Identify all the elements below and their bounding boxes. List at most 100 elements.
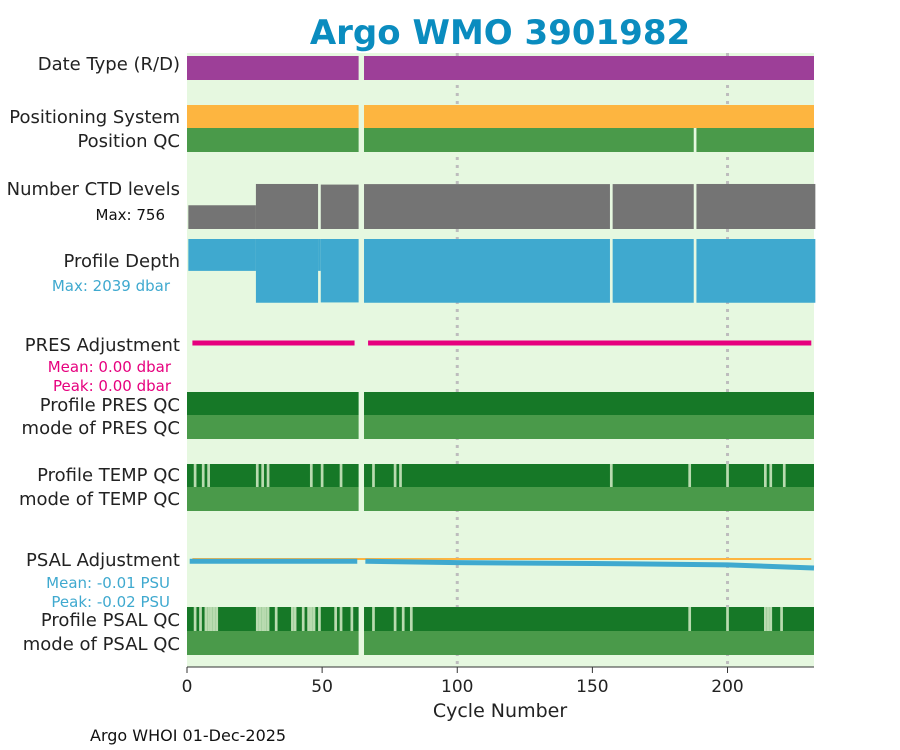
label-profile-depth: Profile Depth [63, 251, 180, 272]
profile_depth-seg-8 [696, 239, 816, 303]
profile_pres_qc-bar-1 [364, 392, 814, 415]
profile_psal_qc-flag-220 [780, 607, 783, 631]
positioning_system-bar-0 [187, 105, 359, 128]
profile_psal_qc-flag-55 [334, 607, 337, 631]
profile_temp_qc-flag-69 [372, 464, 375, 487]
profile_depth-seg-0 [188, 239, 256, 271]
profile_psal_qc-flag-77 [393, 607, 397, 631]
profile_psal_qc-flag-39 [291, 607, 294, 631]
profile_psal_qc-flag-3 [193, 607, 197, 631]
positioning_system-bar-1 [364, 105, 814, 128]
psal-adjustment-curve-1 [365, 558, 815, 571]
profile_temp_qc-bar-1 [364, 464, 814, 487]
label-mode-pres-qc: mode of PRES QC [22, 418, 180, 439]
profile_temp_qc-flag-50 [320, 464, 324, 487]
position_qc-bar-0 [187, 128, 359, 152]
profile_temp_qc-flag-77 [393, 464, 397, 487]
profile_psal_qc-flag-5 [199, 607, 202, 631]
footer-credit: Argo WHOI 01-Dec-2025 [90, 726, 286, 745]
profile_psal_qc-flag-215 [766, 607, 770, 631]
profile_psal_qc-flag-57 [339, 607, 343, 631]
profile_temp_qc-flag-28 [261, 464, 265, 487]
profile_depth-seg-3 [320, 239, 359, 303]
profile_temp_qc-flag-46 [309, 464, 313, 487]
mode_psal_qc-bar-1 [364, 631, 814, 655]
profile_temp_qc-flag-79 [399, 464, 402, 487]
profile_psal_qc-flag-28 [261, 607, 265, 631]
profile_psal_qc-flag-214 [764, 607, 767, 631]
profile_temp_qc-flag-26 [255, 464, 259, 487]
profile_psal_qc-flag-216 [769, 607, 773, 631]
profile_psal_qc-flag-47 [312, 607, 316, 631]
x-tick-label-150: 150 [576, 677, 608, 697]
profile_psal_qc-flag-43 [301, 607, 305, 631]
profile_psal_qc-flag-49 [318, 607, 321, 631]
label-mode-psal-qc: mode of PSAL QC [23, 634, 180, 655]
date_type-bar-0 [187, 56, 359, 80]
profile_psal_qc-flag-9 [209, 607, 213, 631]
profile_psal_qc-flag-80 [401, 607, 405, 631]
profile_temp_qc-flag-200 [726, 464, 729, 487]
date_type-bar-1 [364, 56, 814, 80]
profile_temp_qc-flag-216 [769, 464, 773, 487]
profile_psal_qc-flag-30 [266, 607, 270, 631]
profile_psal_qc-flag-10 [212, 607, 216, 631]
x-axis-label: Cycle Number [433, 700, 567, 722]
x-tick-label-200: 200 [711, 677, 743, 697]
profile_depth-seg-1 [255, 239, 319, 303]
profile_psal_qc-flag-7 [204, 607, 208, 631]
ctd_levels-seg-1 [255, 183, 319, 229]
label-position-qc: Position QC [77, 131, 180, 152]
profile_psal_qc-flag-27 [258, 607, 262, 631]
label-positioning-system: Positioning System [9, 107, 180, 128]
profile_psal_qc-flag-186 [688, 607, 692, 631]
profile_pres_qc-bar-0 [187, 392, 359, 415]
mode_pres_qc-bar-1 [364, 415, 814, 439]
mode_pres_qc-bar-0 [187, 415, 359, 439]
x-tick-label-100: 100 [441, 677, 473, 697]
x-tick-label-50: 50 [311, 677, 333, 697]
ctd_levels-seg-3 [320, 184, 359, 229]
label-mode-temp-qc: mode of TEMP QC [19, 489, 180, 510]
x-axis: 0 50 100 150 200 [182, 666, 814, 697]
x-tick-label-0: 0 [182, 677, 193, 697]
profile_psal_qc-flag-61 [350, 607, 354, 631]
label-psal-adjustment: PSAL Adjustment [26, 550, 180, 571]
label-date-type: Date Type (R/D) [38, 54, 180, 75]
profile_temp_qc-flag-3 [193, 464, 197, 487]
label-profile-pres-qc: Profile PRES QC [40, 395, 180, 416]
profile_temp_qc-flag-57 [339, 464, 343, 487]
profile_psal_qc-bar-1 [364, 607, 814, 631]
position_qc-bar-1 [364, 128, 694, 152]
profile_temp_qc-flag-157 [609, 464, 613, 487]
data-bars [187, 56, 816, 655]
profile_temp_qc-flag-30 [266, 464, 270, 487]
profile_psal_qc-flag-29 [264, 607, 267, 631]
profile_depth-seg-2 [318, 239, 321, 271]
label-profile-temp-qc: Profile TEMP QC [37, 465, 180, 486]
profile_depth-seg-4 [364, 239, 610, 303]
mode_temp_qc-bar-1 [364, 487, 814, 511]
pres-adjustment-mean: Mean: 0.00 dbar [48, 358, 172, 376]
profile_temp_qc-flag-186 [688, 464, 692, 487]
profile_temp_qc-flag-6 [201, 464, 205, 487]
pres-adjustment-peak: Peak: 0.00 dbar [53, 377, 172, 395]
profile_psal_qc-flag-11 [215, 607, 219, 631]
mode_temp_qc-bar-0 [187, 487, 359, 511]
label-ctd-levels: Number CTD levels [7, 179, 180, 200]
label-pres-adjustment: PRES Adjustment [25, 335, 180, 356]
ctd-levels-max: Max: 756 [96, 206, 165, 224]
psal-adjustment-peak: Peak: -0.02 PSU [51, 593, 170, 611]
profile_psal_qc-flag-26 [255, 607, 259, 631]
profile_psal_qc-flag-45 [307, 607, 310, 631]
profile_depth-seg-6 [612, 239, 694, 303]
profile-depth-max: Max: 2039 dbar [52, 277, 171, 295]
label-profile-psal-qc: Profile PSAL QC [41, 610, 180, 631]
psal-adjustment-mean: Mean: -0.01 PSU [46, 574, 170, 592]
profile_temp_qc-flag-214 [764, 464, 767, 487]
profile_psal_qc-flag-200 [726, 607, 729, 631]
profile_temp_qc-flag-8 [207, 464, 210, 487]
position_qc-bar-2 [696, 128, 814, 152]
